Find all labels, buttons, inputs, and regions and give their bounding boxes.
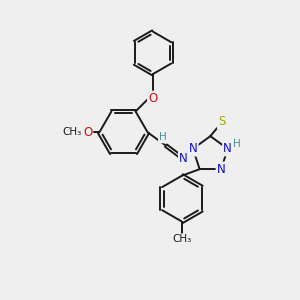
Text: N: N: [223, 142, 232, 155]
Text: CH₃: CH₃: [63, 127, 82, 137]
Text: H: H: [159, 132, 167, 142]
Text: S: S: [218, 115, 225, 128]
Text: N: N: [217, 163, 226, 176]
Text: CH₃: CH₃: [172, 234, 192, 244]
Text: N: N: [217, 163, 226, 176]
Text: H: H: [159, 132, 167, 142]
Text: O: O: [83, 126, 92, 139]
Text: N: N: [189, 142, 197, 155]
Text: N: N: [179, 152, 188, 165]
Text: O: O: [148, 92, 158, 105]
Text: O: O: [83, 126, 92, 139]
Text: N: N: [189, 142, 197, 155]
Text: N: N: [223, 142, 232, 155]
Text: S: S: [218, 115, 225, 128]
Text: N: N: [179, 152, 188, 165]
Text: H: H: [233, 140, 240, 149]
Text: N: N: [179, 152, 188, 165]
Text: O: O: [148, 92, 158, 105]
Text: N: N: [189, 142, 197, 155]
Text: O: O: [148, 92, 158, 105]
Text: H: H: [233, 140, 240, 149]
